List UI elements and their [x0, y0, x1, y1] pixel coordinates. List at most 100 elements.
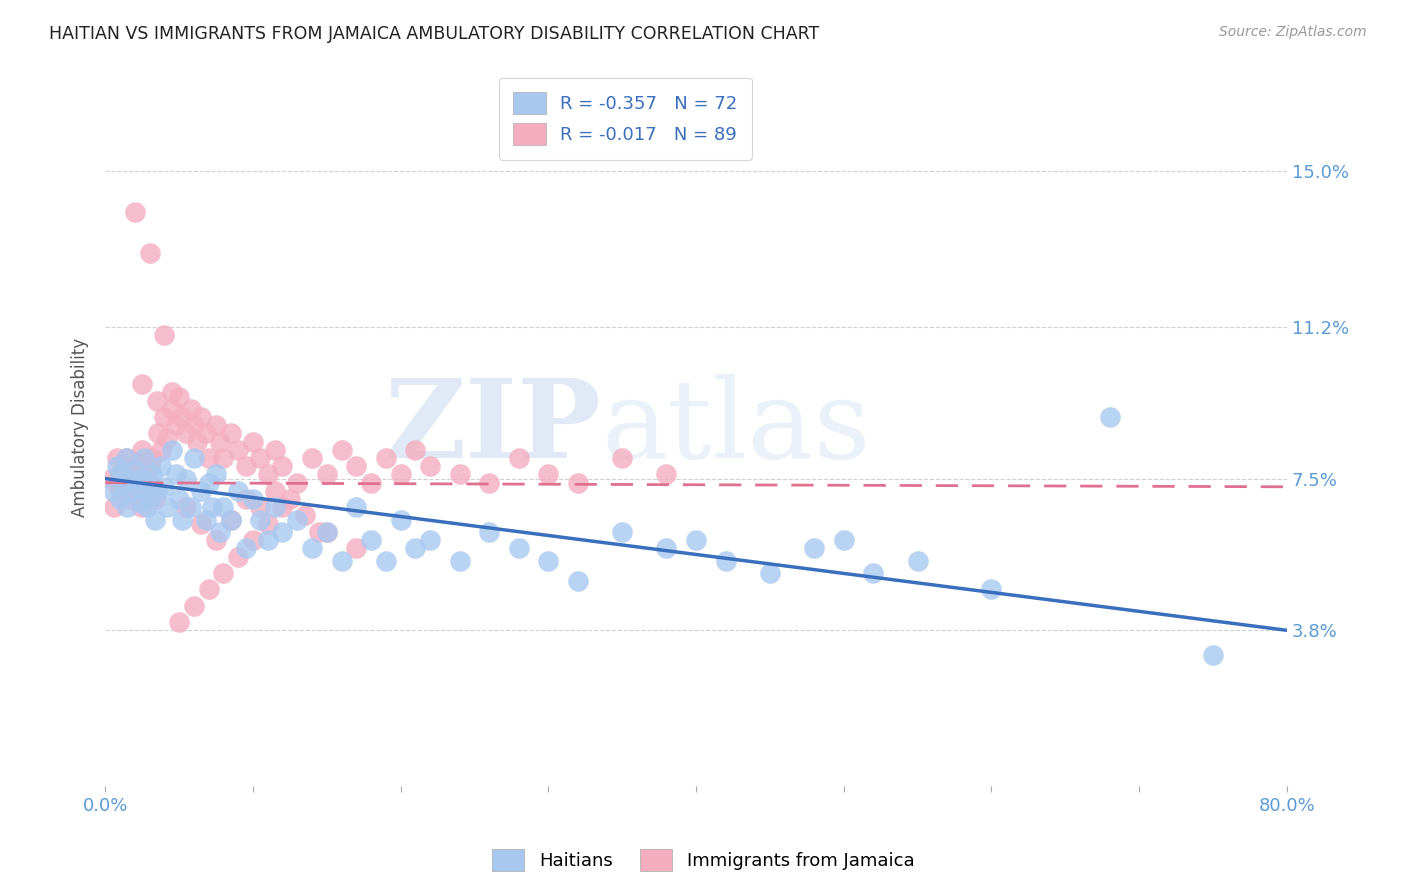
Point	[264, 483, 287, 498]
Y-axis label: Ambulatory Disability: Ambulatory Disability	[72, 338, 89, 516]
Point	[308, 524, 330, 539]
Point	[301, 541, 323, 556]
Text: atlas: atlas	[602, 374, 872, 481]
Point	[145, 492, 167, 507]
Point	[129, 500, 152, 515]
Point	[200, 500, 222, 515]
Point	[612, 451, 634, 466]
Point	[344, 459, 367, 474]
Point	[183, 599, 205, 613]
Point	[235, 541, 257, 556]
Point	[167, 390, 190, 404]
Point	[197, 475, 219, 490]
Point	[205, 533, 228, 547]
Point	[115, 475, 138, 490]
Point	[105, 451, 128, 466]
Point	[655, 541, 678, 556]
Point	[108, 467, 131, 482]
Point	[242, 434, 264, 449]
Point	[197, 451, 219, 466]
Point	[131, 377, 153, 392]
Point	[100, 472, 122, 486]
Point	[264, 500, 287, 515]
Point	[862, 566, 884, 580]
Point	[138, 475, 160, 490]
Point	[271, 459, 294, 474]
Point	[508, 541, 530, 556]
Point	[118, 492, 141, 507]
Point	[190, 410, 212, 425]
Point	[127, 480, 149, 494]
Point	[111, 459, 134, 474]
Point	[167, 615, 190, 629]
Point	[537, 553, 560, 567]
Point	[108, 492, 131, 507]
Point	[219, 513, 242, 527]
Point	[138, 475, 160, 490]
Point	[219, 513, 242, 527]
Point	[146, 483, 169, 498]
Point	[360, 475, 382, 490]
Point	[141, 451, 163, 466]
Point	[285, 513, 308, 527]
Point	[194, 513, 217, 527]
Point	[271, 500, 294, 515]
Point	[330, 442, 353, 457]
Point	[127, 455, 149, 469]
Point	[176, 472, 198, 486]
Point	[131, 442, 153, 457]
Point	[360, 533, 382, 547]
Point	[249, 500, 271, 515]
Point	[124, 480, 146, 494]
Point	[301, 451, 323, 466]
Point	[132, 451, 155, 466]
Point	[183, 418, 205, 433]
Point	[135, 483, 157, 498]
Point	[449, 553, 471, 567]
Point	[330, 553, 353, 567]
Point	[180, 500, 202, 515]
Point	[344, 500, 367, 515]
Point	[160, 442, 183, 457]
Point	[612, 524, 634, 539]
Point	[226, 442, 249, 457]
Point	[242, 533, 264, 547]
Point	[478, 524, 501, 539]
Point	[235, 492, 257, 507]
Text: HAITIAN VS IMMIGRANTS FROM JAMAICA AMBULATORY DISABILITY CORRELATION CHART: HAITIAN VS IMMIGRANTS FROM JAMAICA AMBUL…	[49, 25, 820, 43]
Point	[235, 459, 257, 474]
Point	[170, 410, 193, 425]
Point	[205, 467, 228, 482]
Point	[278, 492, 301, 507]
Point	[165, 467, 187, 482]
Point	[153, 410, 176, 425]
Point	[478, 475, 501, 490]
Point	[389, 513, 412, 527]
Text: ZIP: ZIP	[385, 374, 602, 481]
Point	[101, 483, 124, 498]
Point	[449, 467, 471, 482]
Point	[132, 467, 155, 482]
Point	[108, 483, 131, 498]
Point	[209, 434, 232, 449]
Point	[190, 516, 212, 531]
Point	[124, 463, 146, 477]
Point	[249, 513, 271, 527]
Point	[176, 500, 198, 515]
Point	[183, 451, 205, 466]
Point	[759, 566, 782, 580]
Point	[121, 463, 143, 477]
Point	[714, 553, 737, 567]
Point	[907, 553, 929, 567]
Point	[103, 500, 125, 515]
Point	[190, 483, 212, 498]
Point	[197, 582, 219, 597]
Point	[117, 500, 139, 515]
Point	[256, 467, 278, 482]
Point	[567, 475, 589, 490]
Point	[160, 401, 183, 416]
Point	[212, 451, 235, 466]
Point	[655, 467, 678, 482]
Point	[803, 541, 825, 556]
Point	[146, 393, 169, 408]
